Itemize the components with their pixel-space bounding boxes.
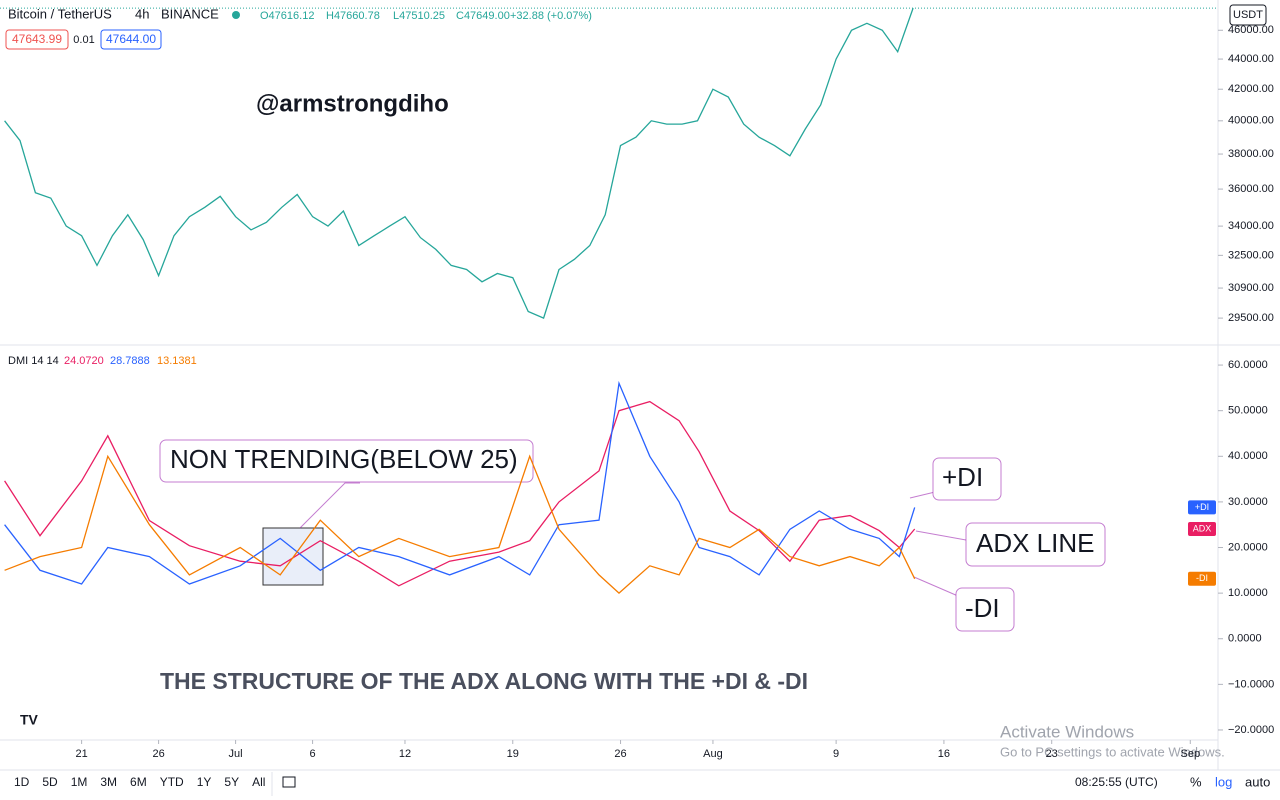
- series-line: [4, 400, 916, 587]
- y-tick-label: 30.0000: [1228, 496, 1268, 508]
- y-tick-label: 34000.00: [1228, 220, 1274, 232]
- percent-toggle[interactable]: %: [1190, 774, 1202, 789]
- logo: TV: [20, 712, 39, 728]
- plus-di-value: 28.7888: [110, 355, 150, 367]
- x-tick-label: 19: [507, 748, 519, 760]
- range-button[interactable]: 1M: [71, 775, 88, 789]
- symbol: Bitcoin / TetherUS: [8, 6, 112, 21]
- ohlc-close: C47649.00: [456, 10, 510, 22]
- callouts: [159, 439, 1106, 632]
- ohlc-open: O47616.12: [260, 10, 314, 22]
- y-tick-label: 40000.00: [1228, 115, 1274, 127]
- caption: THE STRUCTURE OF THE ADX ALONG WITH THE …: [160, 668, 808, 694]
- x-tick-label: Aug: [703, 748, 723, 760]
- y-tick-label: 46000.00: [1228, 24, 1274, 36]
- x-tick-label: 9: [833, 748, 839, 760]
- username: @armstrongdiho: [256, 90, 449, 117]
- leader: [299, 482, 360, 529]
- range-button[interactable]: All: [252, 775, 265, 789]
- series-badge: [1188, 500, 1216, 515]
- y-tick-label: 10.0000: [1228, 587, 1268, 599]
- os-overlay-text: Go to PC settings to activate Windows.: [1000, 744, 1225, 759]
- y-tick-label: 20.0000: [1228, 541, 1268, 553]
- callout-text: -DI: [965, 593, 1000, 623]
- sell-button[interactable]: [5, 29, 69, 50]
- range-button[interactable]: 5D: [42, 775, 58, 789]
- sell-price[interactable]: 47643.99: [12, 32, 62, 46]
- x-tick-label: 26: [614, 748, 626, 760]
- y-tick-label: 29500.00: [1228, 312, 1274, 324]
- x-tick-label: 6: [310, 748, 316, 760]
- log-toggle[interactable]: log: [1215, 774, 1232, 789]
- y-tick-label: 44000.00: [1228, 53, 1274, 65]
- ohlc-change: +32.88 (+0.07%): [510, 10, 592, 22]
- y-tick-label: 50.0000: [1228, 405, 1268, 417]
- callout-box: [965, 522, 1106, 567]
- callout-text: +DI: [942, 462, 983, 492]
- clock: 08:25:55 (UTC): [1075, 775, 1158, 789]
- range-button[interactable]: YTD: [160, 775, 184, 789]
- series-badge-label: +DI: [1195, 502, 1209, 512]
- date-range-icon[interactable]: [282, 776, 296, 788]
- range-button[interactable]: 3M: [100, 775, 117, 789]
- series-line: [4, 7, 914, 319]
- x-tick-label: 12: [399, 748, 411, 760]
- auto-toggle[interactable]: auto: [1245, 774, 1270, 789]
- x-tick-label: 21: [75, 748, 87, 760]
- callout-box: [955, 587, 1015, 632]
- ohlc-high: H47660.78: [326, 10, 380, 22]
- status-dot: [232, 11, 240, 19]
- series-badge-label: -DI: [1196, 573, 1208, 583]
- y-tick-label: 0.0000: [1228, 633, 1262, 645]
- currency-badge[interactable]: [1229, 4, 1267, 26]
- minus-di-value: 13.1381: [157, 355, 197, 367]
- leader: [909, 491, 936, 499]
- leader: [915, 530, 967, 541]
- y-tick-label: 40.0000: [1228, 450, 1268, 462]
- x-tick-label: 16: [938, 748, 950, 760]
- series-line: [4, 454, 916, 594]
- series-badge: [1188, 521, 1216, 536]
- buy-price[interactable]: 47644.00: [106, 32, 156, 46]
- callout-text: NON TRENDING(BELOW 25): [170, 444, 518, 474]
- callout-box: [159, 439, 534, 483]
- os-overlay-title: Activate Windows: [1000, 722, 1134, 741]
- exchange: BINANCE: [161, 6, 219, 21]
- interval: 4h: [135, 6, 149, 21]
- x-tick-label: 26: [152, 748, 164, 760]
- y-tick-label: 38000.00: [1228, 148, 1274, 160]
- x-tick-label: 23: [1046, 748, 1058, 760]
- y-tick-label: 30900.00: [1228, 282, 1274, 294]
- callout-text: ADX LINE: [976, 528, 1095, 558]
- range-button[interactable]: 5Y: [224, 775, 239, 789]
- buy-button[interactable]: [100, 29, 162, 50]
- series-badge-label: ADX: [1193, 523, 1212, 533]
- y-tick-label: 36000.00: [1228, 183, 1274, 195]
- leader: [913, 576, 959, 597]
- range-button[interactable]: 1D: [14, 775, 30, 789]
- y-tick-label: 42000.00: [1228, 83, 1274, 95]
- currency[interactable]: USDT: [1233, 9, 1263, 21]
- series-line: [4, 380, 916, 585]
- y-tick-label: −10.0000: [1228, 678, 1274, 690]
- x-tick-label: Sep: [1180, 748, 1200, 760]
- x-tick-label: Jul: [229, 748, 243, 760]
- adx-value: 24.0720: [64, 355, 104, 367]
- indicator-title: DMI 14 14: [8, 355, 59, 367]
- y-tick-label: 32500.00: [1228, 249, 1274, 261]
- range-button[interactable]: 6M: [130, 775, 147, 789]
- callout-box: [932, 457, 1002, 501]
- range-button[interactable]: 1Y: [197, 775, 212, 789]
- y-tick-label: 60.0000: [1228, 359, 1268, 371]
- spread: 0.01: [73, 34, 94, 46]
- series-badge: [1188, 571, 1216, 586]
- ohlc-low: L47510.25: [393, 10, 445, 22]
- y-tick-label: −20.0000: [1228, 724, 1274, 736]
